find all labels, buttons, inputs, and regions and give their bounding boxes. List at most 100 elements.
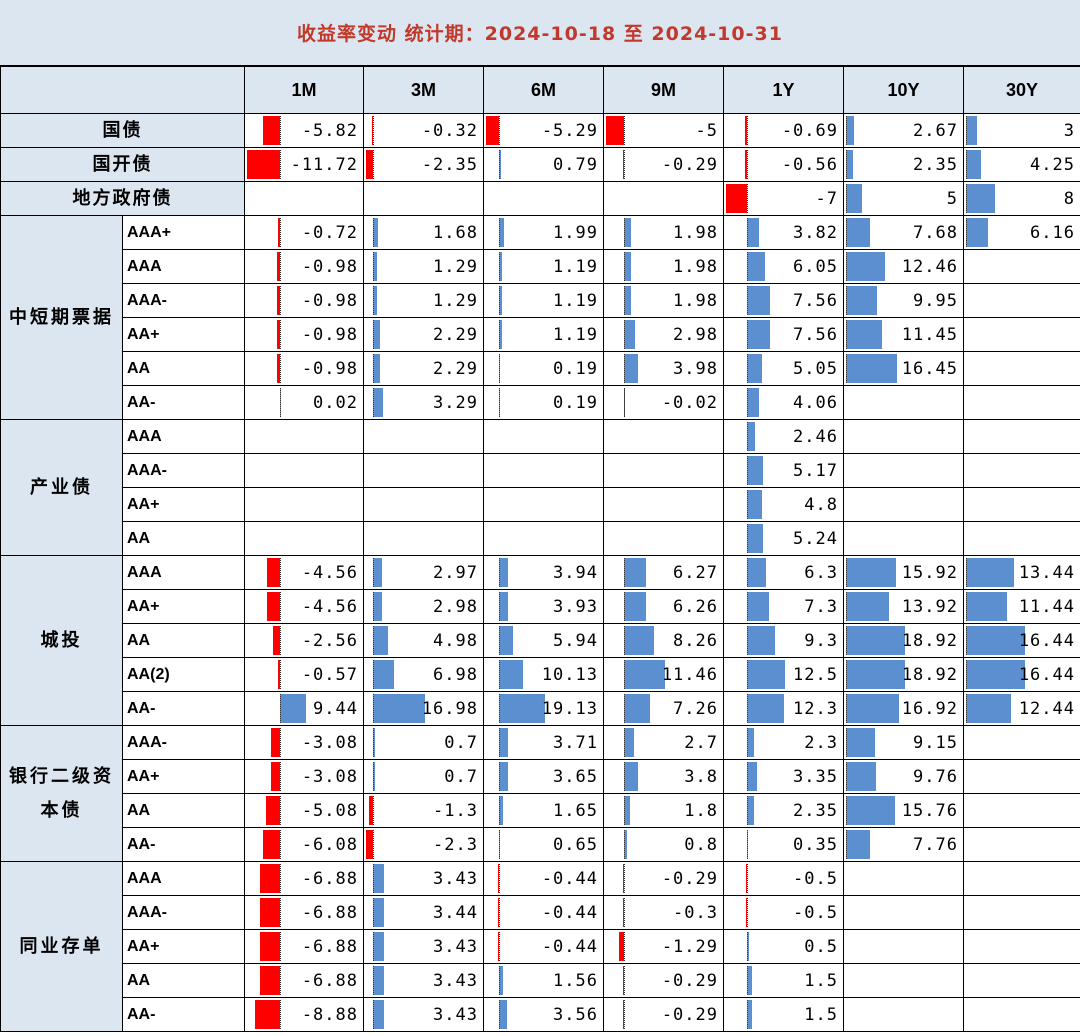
- positive-bar: [846, 626, 905, 655]
- column-header: 1M: [244, 66, 364, 114]
- positive-bar: [747, 762, 758, 791]
- zero-axis: [623, 558, 625, 587]
- positive-bar: [846, 796, 896, 825]
- zero-axis: [279, 932, 281, 961]
- value-label: 16.44: [1018, 630, 1075, 651]
- value-cell: 2.35: [723, 793, 844, 828]
- zero-axis: [747, 1000, 749, 1029]
- positive-bar: [846, 660, 905, 689]
- value-label: -0.5: [793, 902, 838, 923]
- value-cell: -6.08: [244, 827, 364, 862]
- positive-bar: [747, 592, 770, 621]
- negative-bar: [271, 762, 280, 791]
- row-rating: AAA+: [122, 215, 245, 250]
- zero-axis: [279, 898, 281, 927]
- row-rating: AAA: [122, 419, 245, 454]
- zero-axis: [846, 830, 847, 859]
- zero-axis: [498, 626, 500, 655]
- value-label: 3.43: [433, 868, 478, 889]
- zero-axis: [846, 558, 847, 587]
- value-label: 0.65: [553, 834, 598, 855]
- zero-axis: [747, 116, 749, 145]
- value-label: -3.08: [301, 766, 358, 787]
- negative-bar: [276, 286, 280, 315]
- value-label: 16.92: [901, 698, 958, 719]
- value-cell: -0.44: [483, 895, 604, 930]
- row-category: 国债: [0, 113, 245, 148]
- zero-axis: [373, 1000, 375, 1029]
- value-cell: -0.56: [723, 147, 844, 182]
- negative-bar: [276, 354, 280, 383]
- value-label: 7.76: [913, 834, 958, 855]
- row-rating: AAA: [122, 861, 245, 896]
- value-cell: 11.45: [843, 317, 964, 352]
- zero-axis: [498, 830, 500, 859]
- positive-bar: [373, 898, 384, 927]
- value-cell: [843, 895, 964, 930]
- positive-bar: [623, 320, 635, 349]
- zero-axis: [498, 116, 500, 145]
- value-label: 4.98: [433, 630, 478, 651]
- row-category: 国开债: [0, 147, 245, 182]
- zero-axis: [279, 218, 281, 247]
- value-label: 13.92: [901, 596, 958, 617]
- positive-bar: [747, 1000, 752, 1029]
- zero-axis: [279, 626, 281, 655]
- positive-bar: [623, 252, 632, 281]
- zero-axis: [747, 660, 749, 689]
- value-label: 1.56: [553, 970, 598, 991]
- value-cell: 1.5: [723, 963, 844, 998]
- value-cell: 2.29: [363, 351, 484, 386]
- row-group-label: 中短期票据: [9, 306, 114, 328]
- table-row: AA 5.24: [1, 521, 1080, 556]
- value-label: 19.13: [541, 698, 598, 719]
- value-label: -0.32: [421, 120, 478, 141]
- value-cell: 1.5: [723, 997, 844, 1032]
- value-label: 4.8: [804, 494, 838, 515]
- value-cell: 0.7: [363, 725, 484, 760]
- negative-bar: [745, 150, 748, 179]
- table-row: 同业存单 AAA -6.88 3.43 -0.44 -0.29 -0.5: [0, 861, 1080, 1032]
- value-cell: 11.46: [603, 657, 724, 692]
- value-cell: 11.44: [963, 589, 1080, 624]
- value-cell: [483, 487, 604, 522]
- value-cell: 1.29: [363, 249, 484, 284]
- zero-axis: [966, 184, 967, 213]
- value-label: 11.44: [1018, 596, 1075, 617]
- value-label: 11.46: [661, 664, 718, 685]
- zero-axis: [279, 354, 281, 383]
- positive-bar: [747, 524, 764, 553]
- positive-bar: [498, 966, 503, 995]
- row-group-label: 产业债: [30, 476, 93, 498]
- table-row: AA+ -3.08 0.7 3.65 3.8 3.35 9.76: [1, 759, 1080, 794]
- value-cell: -1.3: [363, 793, 484, 828]
- negative-bar: [622, 1000, 624, 1029]
- value-label: -11.72: [290, 154, 358, 175]
- value-cell: 16.92: [843, 691, 964, 726]
- value-cell: 1.19: [483, 283, 604, 318]
- value-cell: -1.29: [603, 929, 724, 964]
- value-cell: -0.44: [483, 929, 604, 964]
- value-cell: -0.29: [603, 861, 724, 896]
- value-cell: [963, 283, 1080, 318]
- value-cell: -0.32: [363, 113, 484, 148]
- value-label: 1.29: [433, 290, 478, 311]
- zero-axis: [498, 864, 500, 893]
- positive-bar: [747, 966, 752, 995]
- negative-bar: [263, 116, 280, 145]
- value-label: 6.3: [804, 562, 838, 583]
- column-header: 1Y: [723, 66, 844, 114]
- value-label: 3.43: [433, 936, 478, 957]
- value-cell: [963, 351, 1080, 386]
- positive-bar: [846, 184, 862, 213]
- zero-axis: [373, 150, 375, 179]
- positive-bar: [623, 796, 631, 825]
- zero-axis: [279, 558, 281, 587]
- value-cell: -0.29: [603, 997, 724, 1032]
- value-cell: 7.3: [723, 589, 844, 624]
- table-row: AA- -8.88 3.43 3.56 -0.29 1.5: [1, 997, 1080, 1032]
- zero-axis: [279, 150, 281, 179]
- positive-bar: [747, 490, 762, 519]
- positive-bar: [623, 286, 632, 315]
- value-cell: [483, 521, 604, 556]
